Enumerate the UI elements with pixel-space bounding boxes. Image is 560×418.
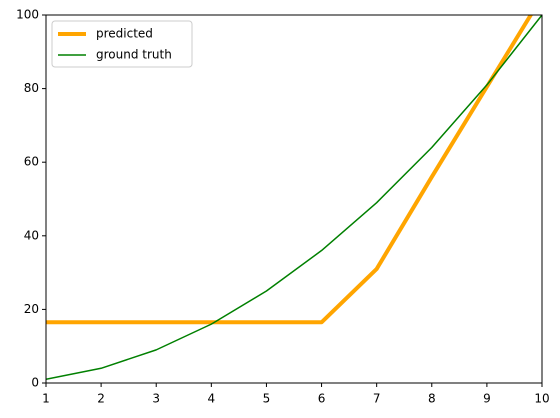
x-tick-label: 4 <box>208 392 216 406</box>
x-tick-label: 9 <box>483 392 491 406</box>
plot-area <box>46 15 542 381</box>
axes-frame <box>45 14 543 384</box>
x-tick-label: 8 <box>428 392 436 406</box>
x-tick-label: 7 <box>373 392 381 406</box>
y-tick-label: 0 <box>31 376 39 390</box>
y-tick-label: 100 <box>16 8 39 22</box>
y-tick-label: 20 <box>24 302 39 316</box>
line-series <box>46 15 534 325</box>
y-tick-label: 60 <box>24 155 39 169</box>
line-series <box>46 15 542 381</box>
legend-label: predicted <box>96 27 153 41</box>
x-tick-label: 3 <box>152 392 160 406</box>
x-tick-label: 5 <box>263 392 271 406</box>
x-tick-label: 1 <box>42 392 50 406</box>
x-tick-label: 6 <box>318 392 326 406</box>
x-tick-label: 10 <box>534 392 549 406</box>
y-tick-label: 40 <box>24 228 39 242</box>
x-tick-label: 2 <box>97 392 105 406</box>
legend-label: ground truth <box>96 48 172 62</box>
y-tick-label: 80 <box>24 81 39 95</box>
legend-box <box>51 20 193 68</box>
